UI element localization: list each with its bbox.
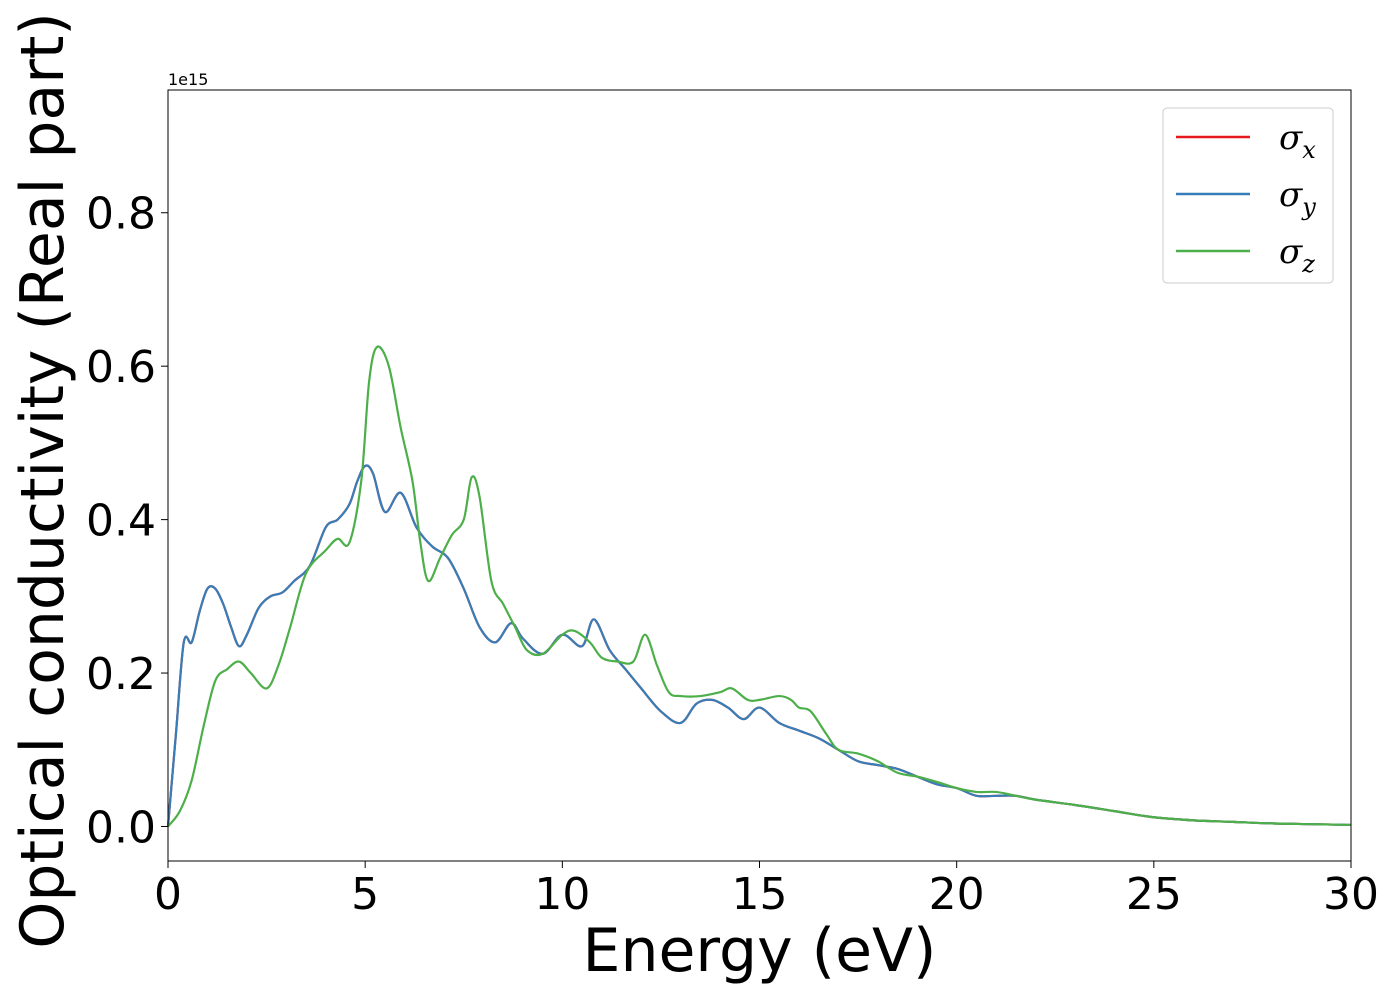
y-tick-label: 0.6 — [86, 342, 156, 393]
y-axis-ticks: 0.0 0.2 0.4 0.6 0.8 — [86, 189, 168, 853]
x-axis-ticks: 0 5 10 15 20 25 30 — [154, 861, 1379, 920]
x-tick-label: 10 — [534, 869, 590, 920]
x-tick-label: 25 — [1126, 869, 1182, 920]
x-tick-label: 5 — [351, 869, 379, 920]
series-line-sigma_z — [167, 345, 1352, 828]
x-tick-label: 0 — [154, 869, 182, 920]
legend-frame — [1162, 107, 1334, 284]
series-line-sigma_y — [166, 464, 1352, 827]
y-tick-label: 0.8 — [86, 189, 156, 240]
series-line-sigma_x — [166, 464, 1352, 827]
x-tick-label: 20 — [929, 869, 985, 920]
y-offset-text: 1e15 — [168, 70, 208, 89]
x-tick-label: 15 — [732, 869, 788, 920]
x-axis-label: Energy (eV) — [583, 916, 937, 986]
series-layer — [166, 345, 1352, 828]
y-tick-label: 0.2 — [86, 649, 156, 700]
x-tick-label: 30 — [1323, 869, 1379, 920]
y-axis-label: Optical conductivity (Real part) — [8, 12, 78, 949]
y-tick-label: 0.4 — [86, 496, 156, 547]
y-tick-label: 0.0 — [86, 802, 156, 853]
